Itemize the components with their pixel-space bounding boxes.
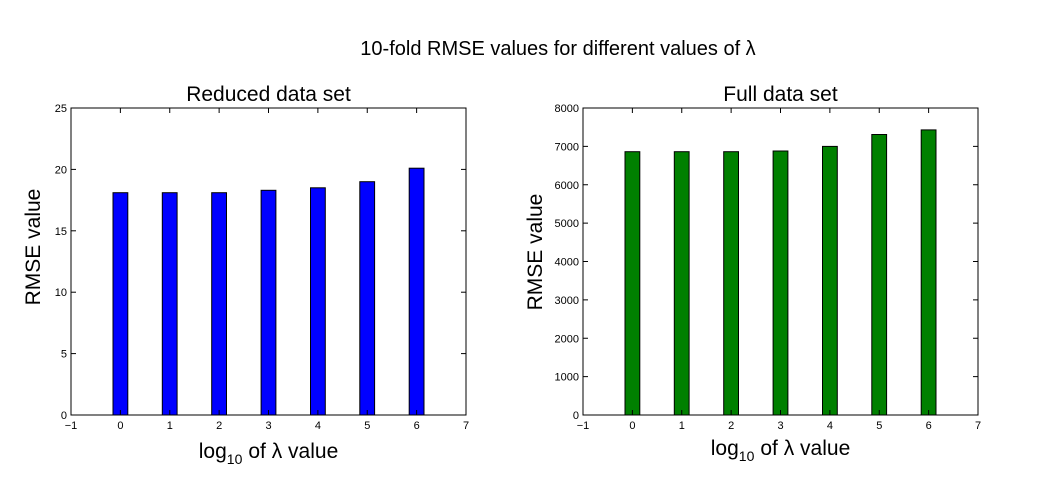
- y-tick-label: 8000: [555, 103, 579, 115]
- bar: [772, 150, 789, 416]
- bar: [408, 167, 425, 416]
- y-tick-label: 0: [61, 410, 67, 422]
- y-tick-label: 5000: [555, 218, 579, 230]
- bar: [359, 181, 376, 416]
- x-tick-label: 3: [265, 420, 271, 432]
- y-tick-label: 2000: [555, 333, 579, 345]
- bar: [260, 189, 277, 416]
- y-tick-label: 25: [55, 103, 67, 115]
- x-tick-label: 6: [414, 420, 420, 432]
- y-tick-label: 0: [573, 410, 579, 422]
- y-tick-label: 10: [55, 287, 67, 299]
- x-tick-label: 5: [364, 420, 370, 432]
- x-tick-label: 4: [827, 420, 833, 432]
- bar: [161, 192, 178, 416]
- bar: [112, 192, 129, 416]
- y-tick-label: 1000: [555, 372, 579, 384]
- y-tick-label: 4000: [555, 257, 579, 269]
- x-axis-label: log10 of λ value: [711, 437, 851, 464]
- x-tick-label: 3: [777, 420, 783, 432]
- y-tick-label: 6000: [555, 180, 579, 192]
- chart-panel-2: −1 0 1 2 3 4 5 6 7010002000300040005000600070008…: [524, 83, 981, 464]
- bar: [871, 134, 888, 416]
- bar: [211, 192, 227, 416]
- x-tick-label: 1: [167, 420, 173, 432]
- bar: [310, 187, 326, 416]
- bar: [723, 151, 740, 416]
- x-tick-label: 1: [679, 420, 685, 432]
- x-tick-label: 4: [315, 420, 321, 432]
- panel-title: Reduced data set: [186, 83, 351, 106]
- y-tick-label: 15: [55, 226, 67, 238]
- y-tick-label: 3000: [555, 295, 579, 307]
- x-tick-label: 6: [926, 420, 932, 432]
- x-tick-label: −1: [65, 420, 78, 432]
- bar: [920, 129, 937, 416]
- x-tick-label: 7: [975, 420, 981, 432]
- figure-title: 10-fold RMSE values for different values…: [360, 38, 756, 60]
- x-tick-label: 7: [463, 420, 469, 432]
- x-axis-label: log10 of λ value: [199, 440, 339, 467]
- bar: [822, 145, 838, 416]
- x-tick-label: 2: [216, 420, 222, 432]
- bar: [673, 151, 690, 416]
- x-tick-label: 2: [728, 420, 734, 432]
- y-tick-label: 5: [61, 349, 67, 361]
- y-axis-label: RMSE value: [22, 189, 45, 306]
- x-tick-label: 0: [117, 420, 123, 432]
- x-tick-label: −1: [577, 420, 590, 432]
- y-axis-label: RMSE value: [524, 194, 547, 311]
- x-tick-label: 0: [629, 420, 635, 432]
- bar: [624, 151, 641, 416]
- y-tick-label: 20: [55, 164, 67, 176]
- x-tick-label: 5: [876, 420, 882, 432]
- panel-title: Full data set: [723, 83, 838, 106]
- y-tick-label: 7000: [555, 141, 579, 153]
